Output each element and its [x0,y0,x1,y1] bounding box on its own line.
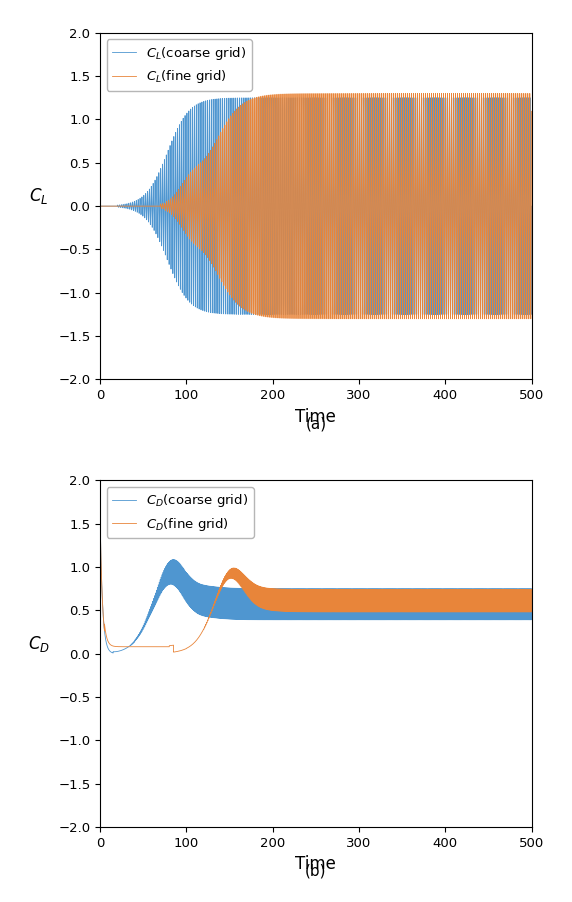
$C_L$(coarse grid) [478,188,485,198]
$C_L$(fine grid) [420,169,427,179]
$C_L$(fine grid) [97,201,104,212]
Text: (a): (a) [305,416,327,431]
$C_L$(fine grid) [145,201,152,212]
$C_D$(coarse grid) [464,602,471,612]
$C_D$(coarse grid) [97,519,104,529]
$C_D$(fine grid) [97,519,104,529]
$C_L$(fine grid) [528,106,535,116]
$C_L$(fine grid) [464,176,471,187]
X-axis label: Time: Time [296,855,336,873]
$C_D$(coarse grid) [478,584,485,594]
$C_D$(fine grid) [170,647,177,658]
$C_L$(coarse grid) [412,92,419,103]
$C_D$(fine grid) [478,606,485,617]
Legend: $C_D$(coarse grid), $C_D$(fine grid): $C_D$(coarse grid), $C_D$(fine grid) [107,487,254,538]
$C_D$(coarse grid) [528,584,535,594]
$C_L$(coarse grid) [464,284,471,295]
$C_D$(coarse grid) [447,614,454,625]
$C_D$(coarse grid) [145,609,152,620]
$C_D$(coarse grid) [110,648,117,658]
$C_L$(fine grid) [235,200,242,211]
$C_L$(coarse grid) [235,286,242,297]
$C_L$(coarse grid) [447,308,454,319]
$C_D$(fine grid) [145,641,152,652]
Line: $C_L$(fine grid): $C_L$(fine grid) [100,94,531,318]
$C_L$(fine grid) [510,88,517,99]
$C_L$(coarse grid) [97,201,104,212]
X-axis label: Time: Time [296,408,336,426]
$C_D$(fine grid) [420,603,427,613]
$C_D$(fine grid) [528,584,535,595]
$C_L$(fine grid) [487,313,494,324]
$C_L$(coarse grid) [455,309,462,320]
$C_L$(fine grid) [447,310,454,321]
$C_D$(fine grid) [235,572,242,583]
Legend: $C_L$(coarse grid), $C_L$(fine grid): $C_L$(coarse grid), $C_L$(fine grid) [107,40,252,90]
$C_L$(coarse grid) [528,201,535,212]
Y-axis label: $C_L$: $C_L$ [29,186,49,207]
$C_L$(coarse grid) [145,206,152,216]
$C_D$(coarse grid) [420,586,427,597]
$C_L$(coarse grid) [420,235,427,245]
$C_L$(fine grid) [478,115,485,126]
Y-axis label: $C_D$: $C_D$ [28,634,50,654]
Line: $C_D$(fine grid): $C_D$(fine grid) [100,524,531,652]
$C_D$(fine grid) [447,590,454,601]
Line: $C_L$(coarse grid): $C_L$(coarse grid) [100,97,531,315]
$C_D$(coarse grid) [235,603,242,613]
Text: (b): (b) [305,863,327,879]
Line: $C_D$(coarse grid): $C_D$(coarse grid) [100,524,531,653]
$C_D$(fine grid) [464,592,471,603]
